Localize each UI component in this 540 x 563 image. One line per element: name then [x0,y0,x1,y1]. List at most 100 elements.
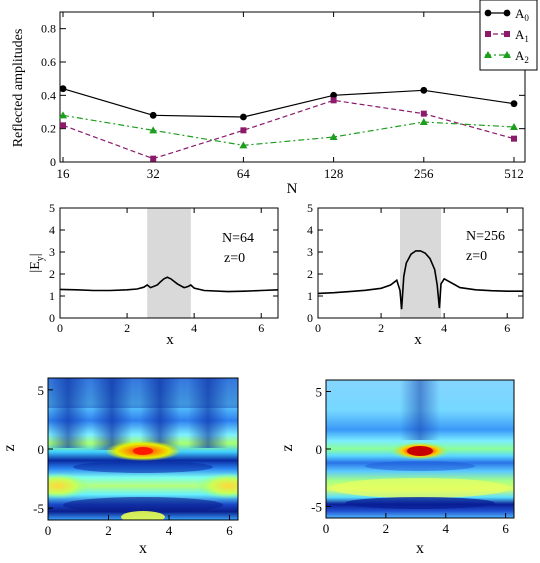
y-tick-label: 1 [49,289,55,303]
y-tick-label: 3 [307,245,313,259]
data-point [420,110,427,117]
legend-marker [503,9,511,17]
x-tick-label: 6 [226,523,233,538]
y-tick-label: 1 [307,289,313,303]
data-point [59,85,67,93]
amplitude-chart: 16 32 64 128 256 512 0 0.2 0.4 0.6 0.8 Reflected a… [11,0,538,197]
x-tick-label: 2 [383,521,390,536]
data-point [330,91,337,99]
y-tick-label: 0.6 [41,55,56,69]
x-tick-label: 256 [414,166,434,181]
data-point [239,141,248,149]
heatmap-left-x-axis-label: x [139,540,147,557]
amplitude-legend: A0 A1 A2 [479,0,538,71]
x-tick-label: 512 [504,166,524,181]
x-tick-label: 16 [57,166,71,181]
series-line-1 [62,99,515,160]
heatmap-left-image [48,378,238,520]
series-line-2 [62,114,515,146]
data-point [240,113,247,121]
y-tick-label: 0.4 [41,88,56,102]
y-tick-label: 0 [307,311,313,325]
y-tick-label: 2 [307,267,313,281]
field-profile-y-axis-label: |Ey| [28,253,46,272]
ylabel-part-sub: y [35,256,46,261]
y-tick-label: 4 [307,223,313,237]
x-tick-label: 128 [324,166,344,181]
heatmap-right-x-axis-label: x [416,540,424,557]
x-tick-label: 0 [45,523,52,538]
y-tick-label: 4 [49,223,55,237]
data-point [329,133,338,140]
field-profile-left-z-label: z=0 [224,251,245,266]
x-tick-label: 6 [502,521,509,536]
heatmap-left: 0 2 4 650-5 x z [1,377,239,557]
data-point [240,127,247,134]
amplitude-x-axis-label: N [287,181,298,197]
data-point [510,100,518,108]
legend-marker [485,31,491,37]
ylabel-part-open: |E [28,261,43,272]
field-profile-right-x-axis-label: x [414,332,422,348]
data-point [420,86,428,94]
data-point [149,126,158,134]
x-tick-label: 4 [191,321,197,335]
heatmap-right-axes: 0 2 4 650-5 [311,385,509,537]
x-tick-label: 4 [442,521,449,536]
x-tick-label: 0 [315,321,321,335]
heatmap-right: 0 2 4 650-5 x z [279,379,515,557]
x-tick-label: 4 [441,321,447,335]
legend-label: A0 [515,6,529,23]
x-tick-label: 32 [147,166,160,181]
legend-label: A1 [515,27,529,44]
x-tick-label: 6 [504,321,510,335]
amplitude-chart-frame [59,11,526,163]
data-point [330,97,337,104]
x-tick-label: 4 [166,523,173,538]
data-point [59,111,67,119]
legend-marker [484,51,492,58]
y-tick-label: -5 [33,501,44,516]
legend-label: A2 [515,48,529,65]
field-profile-right-n-label: N=256 [466,229,505,244]
x-tick-label: 6 [258,321,264,335]
x-tick-label: 2 [105,523,112,538]
heatmap-left-axes: 0 2 4 650-5 [33,383,233,538]
field-profile-left-frame [59,207,279,319]
legend-marker [503,51,511,58]
data-point [511,135,517,142]
data-point [419,118,428,125]
y-tick-label: 5 [316,385,323,400]
y-tick-label: 5 [49,201,55,215]
field-profile-right: 0 2 4 6 0 1 2 3 4 5 N=256 z=0 x [307,201,524,348]
y-tick-label: 0.8 [41,22,56,36]
heatmap-left-y-axis-label: z [1,444,18,451]
x-tick-label: 0 [323,521,330,536]
y-tick-label: 0 [38,442,45,457]
series-line-0 [62,88,515,118]
field-profile-left-x-axis-label: x [166,332,174,348]
field-profile-right-z-label: z=0 [466,249,487,264]
data-point [150,155,157,162]
y-tick-label: 0 [49,311,55,325]
x-tick-label: 2 [378,321,384,335]
field-profile-right-curve [317,250,523,310]
y-tick-label: 0 [316,442,323,457]
y-tick-label: 0.2 [41,122,56,136]
data-point [510,123,518,130]
heatmap-right-image [326,380,514,518]
amplitude-axes: 16 32 64 128 256 512 0 0.2 0.4 0.6 0.8 [41,12,525,181]
y-tick-label: 2 [49,267,55,281]
y-tick-label: 5 [38,383,45,398]
field-profile-left-axes: 0 2 4 6 0 1 2 3 4 5 [49,201,278,335]
field-profile-right-frame [317,207,524,319]
data-point [60,122,66,129]
amplitude-series [59,85,518,162]
data-point [149,111,157,119]
svg-text:|Ey|: |Ey| [28,253,46,272]
field-profile-left: 0 2 4 6 0 1 2 3 4 5 N=64 z=0 x |Ey| [28,201,279,348]
field-profile-left-shading [147,208,191,318]
legend-marker [504,31,510,37]
y-tick-label: 0 [50,155,56,169]
